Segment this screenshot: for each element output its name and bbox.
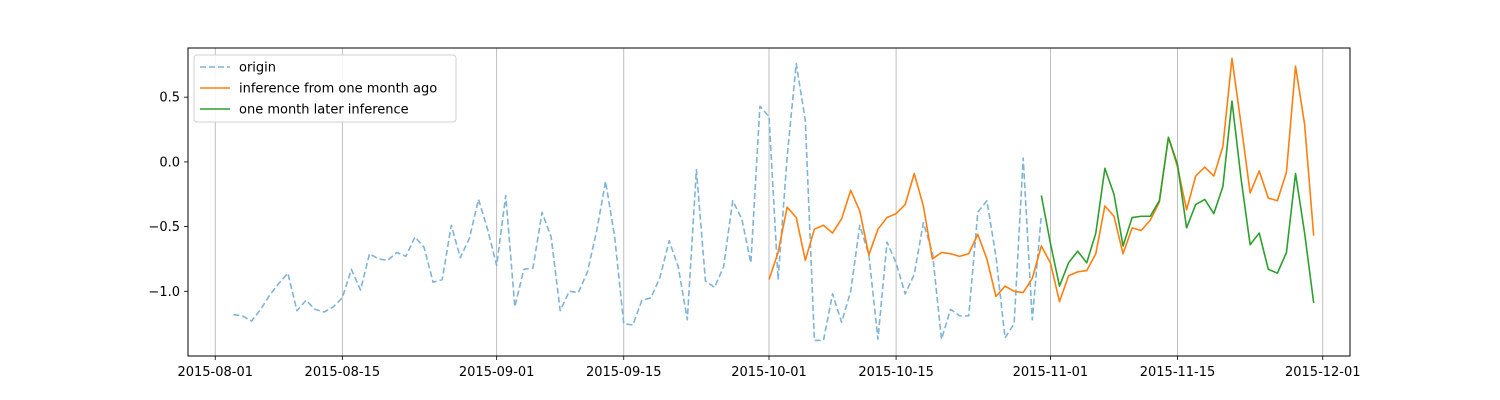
x-tick-label: 2015-09-01 (459, 365, 535, 380)
y-axis: −1.0 −0.5 0.0 0.5 (148, 91, 188, 300)
legend-label-1: inference from one month ago (239, 82, 437, 97)
y-tick-label: 0.5 (159, 91, 180, 106)
series-lines (233, 57, 1315, 342)
x-tick-label: 2015-11-15 (1140, 365, 1216, 380)
y-tick-label: −1.0 (148, 285, 180, 300)
legend-box (193, 54, 457, 123)
legend-label-0: origin (239, 61, 276, 76)
x-axis: 2015-08-01 2015-08-15 2015-09-01 2015-09-15… (177, 356, 1361, 380)
y-tick-label: 0.0 (159, 155, 180, 170)
x-tick-label: 2015-08-01 (177, 365, 253, 380)
legend-label-2: one month later inference (239, 103, 409, 118)
x-tick-label: 2015-12-01 (1285, 365, 1361, 380)
x-tick-label: 2015-11-01 (1013, 365, 1089, 380)
series-line-2 (1040, 100, 1315, 304)
x-tick-label: 2015-09-15 (586, 365, 662, 380)
y-tick-label: −0.5 (148, 220, 180, 235)
x-tick-label: 2015-10-15 (858, 365, 934, 380)
legend: origin inference from one month ago one mo… (193, 54, 457, 123)
series-line-0 (233, 62, 1043, 342)
x-tick-label: 2015-10-01 (731, 365, 807, 380)
x-tick-label: 2015-08-15 (305, 365, 381, 380)
series-line-1 (768, 57, 1315, 303)
